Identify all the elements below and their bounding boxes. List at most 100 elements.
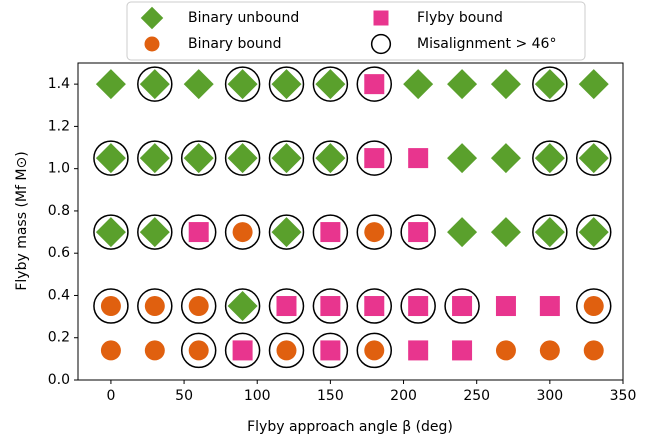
point xyxy=(364,222,385,243)
point xyxy=(137,66,173,102)
point xyxy=(490,143,521,174)
point xyxy=(144,340,165,361)
point xyxy=(95,143,126,174)
y-tick-label: 0.6 xyxy=(48,245,70,261)
x-tick-label: 300 xyxy=(536,388,563,404)
y-tick-label: 1.0 xyxy=(48,161,70,177)
point xyxy=(408,148,429,169)
point xyxy=(356,288,393,324)
point xyxy=(224,66,261,102)
x-tick-label: 250 xyxy=(463,388,490,404)
point xyxy=(232,222,253,243)
point xyxy=(93,140,129,176)
point xyxy=(575,140,612,176)
point xyxy=(495,296,516,317)
point xyxy=(583,340,604,361)
point xyxy=(320,340,341,361)
legend-marker xyxy=(370,33,392,55)
point xyxy=(139,217,170,248)
y-tick-label: 0.0 xyxy=(48,372,70,388)
point xyxy=(312,288,349,324)
point xyxy=(100,296,121,317)
point xyxy=(93,288,129,324)
point xyxy=(224,332,261,369)
point xyxy=(188,296,209,317)
point xyxy=(188,222,209,243)
y-tick-label: 1.2 xyxy=(48,118,70,134)
point xyxy=(224,288,261,324)
y-tick-label: 0.2 xyxy=(48,330,70,346)
point xyxy=(183,143,214,174)
point xyxy=(403,69,434,100)
point xyxy=(447,143,478,174)
x-tick-label: 150 xyxy=(317,388,344,404)
y-tick-label: 0.8 xyxy=(48,203,70,219)
point xyxy=(139,143,170,174)
legend-marker xyxy=(144,36,160,52)
point xyxy=(356,332,393,369)
point xyxy=(364,340,385,361)
point xyxy=(312,214,349,250)
point xyxy=(93,214,129,250)
point xyxy=(356,214,393,250)
point xyxy=(532,66,568,102)
point xyxy=(276,340,297,361)
point xyxy=(137,288,173,324)
point xyxy=(224,140,261,176)
x-tick-label: 0 xyxy=(106,388,115,404)
x-axis-label: Flyby approach angle β (deg) xyxy=(247,419,453,435)
plot-frame xyxy=(77,62,624,381)
point xyxy=(408,222,429,243)
point xyxy=(539,340,560,361)
point xyxy=(364,296,385,317)
point xyxy=(539,296,560,317)
point xyxy=(490,217,521,248)
point xyxy=(268,288,305,324)
point xyxy=(356,66,393,102)
legend-marker xyxy=(140,6,164,30)
point xyxy=(495,340,516,361)
point xyxy=(271,69,302,100)
point xyxy=(139,69,170,100)
point xyxy=(320,296,341,317)
point xyxy=(180,214,217,250)
point xyxy=(578,69,609,100)
point xyxy=(364,148,385,169)
point xyxy=(312,140,349,176)
point xyxy=(575,288,612,324)
legend-label: Binary unbound xyxy=(188,10,299,26)
point xyxy=(271,143,302,174)
point xyxy=(408,340,429,361)
point xyxy=(578,217,609,248)
point xyxy=(490,69,521,100)
point xyxy=(268,66,305,102)
point xyxy=(180,140,217,176)
point xyxy=(532,140,568,176)
legend-label: Misalignment > 46° xyxy=(417,36,556,52)
point xyxy=(312,66,349,102)
point xyxy=(268,332,305,369)
point xyxy=(312,332,349,369)
point xyxy=(100,340,121,361)
point xyxy=(447,217,478,248)
x-tick-label: 100 xyxy=(244,388,271,404)
legend-box xyxy=(126,1,586,61)
x-tick-label: 350 xyxy=(610,388,637,404)
point xyxy=(315,143,346,174)
point xyxy=(356,140,393,176)
point xyxy=(271,217,302,248)
legend-label: Binary bound xyxy=(188,36,282,52)
point xyxy=(400,288,436,324)
point xyxy=(232,340,253,361)
point xyxy=(532,214,568,250)
point xyxy=(534,69,565,100)
point xyxy=(188,340,209,361)
x-tick-label: 200 xyxy=(390,388,417,404)
point xyxy=(447,69,478,100)
point xyxy=(583,296,604,317)
point xyxy=(268,214,305,250)
point xyxy=(320,222,341,243)
point xyxy=(534,217,565,248)
x-tick-label: 50 xyxy=(175,388,193,404)
